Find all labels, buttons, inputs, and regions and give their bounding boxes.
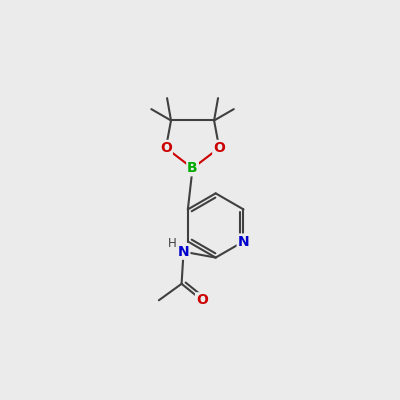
Text: N: N xyxy=(238,234,249,248)
Text: O: O xyxy=(196,293,208,307)
Text: H: H xyxy=(168,236,177,250)
Text: O: O xyxy=(160,141,172,155)
Text: O: O xyxy=(213,141,225,155)
Text: N: N xyxy=(178,245,189,259)
Text: B: B xyxy=(187,161,198,175)
